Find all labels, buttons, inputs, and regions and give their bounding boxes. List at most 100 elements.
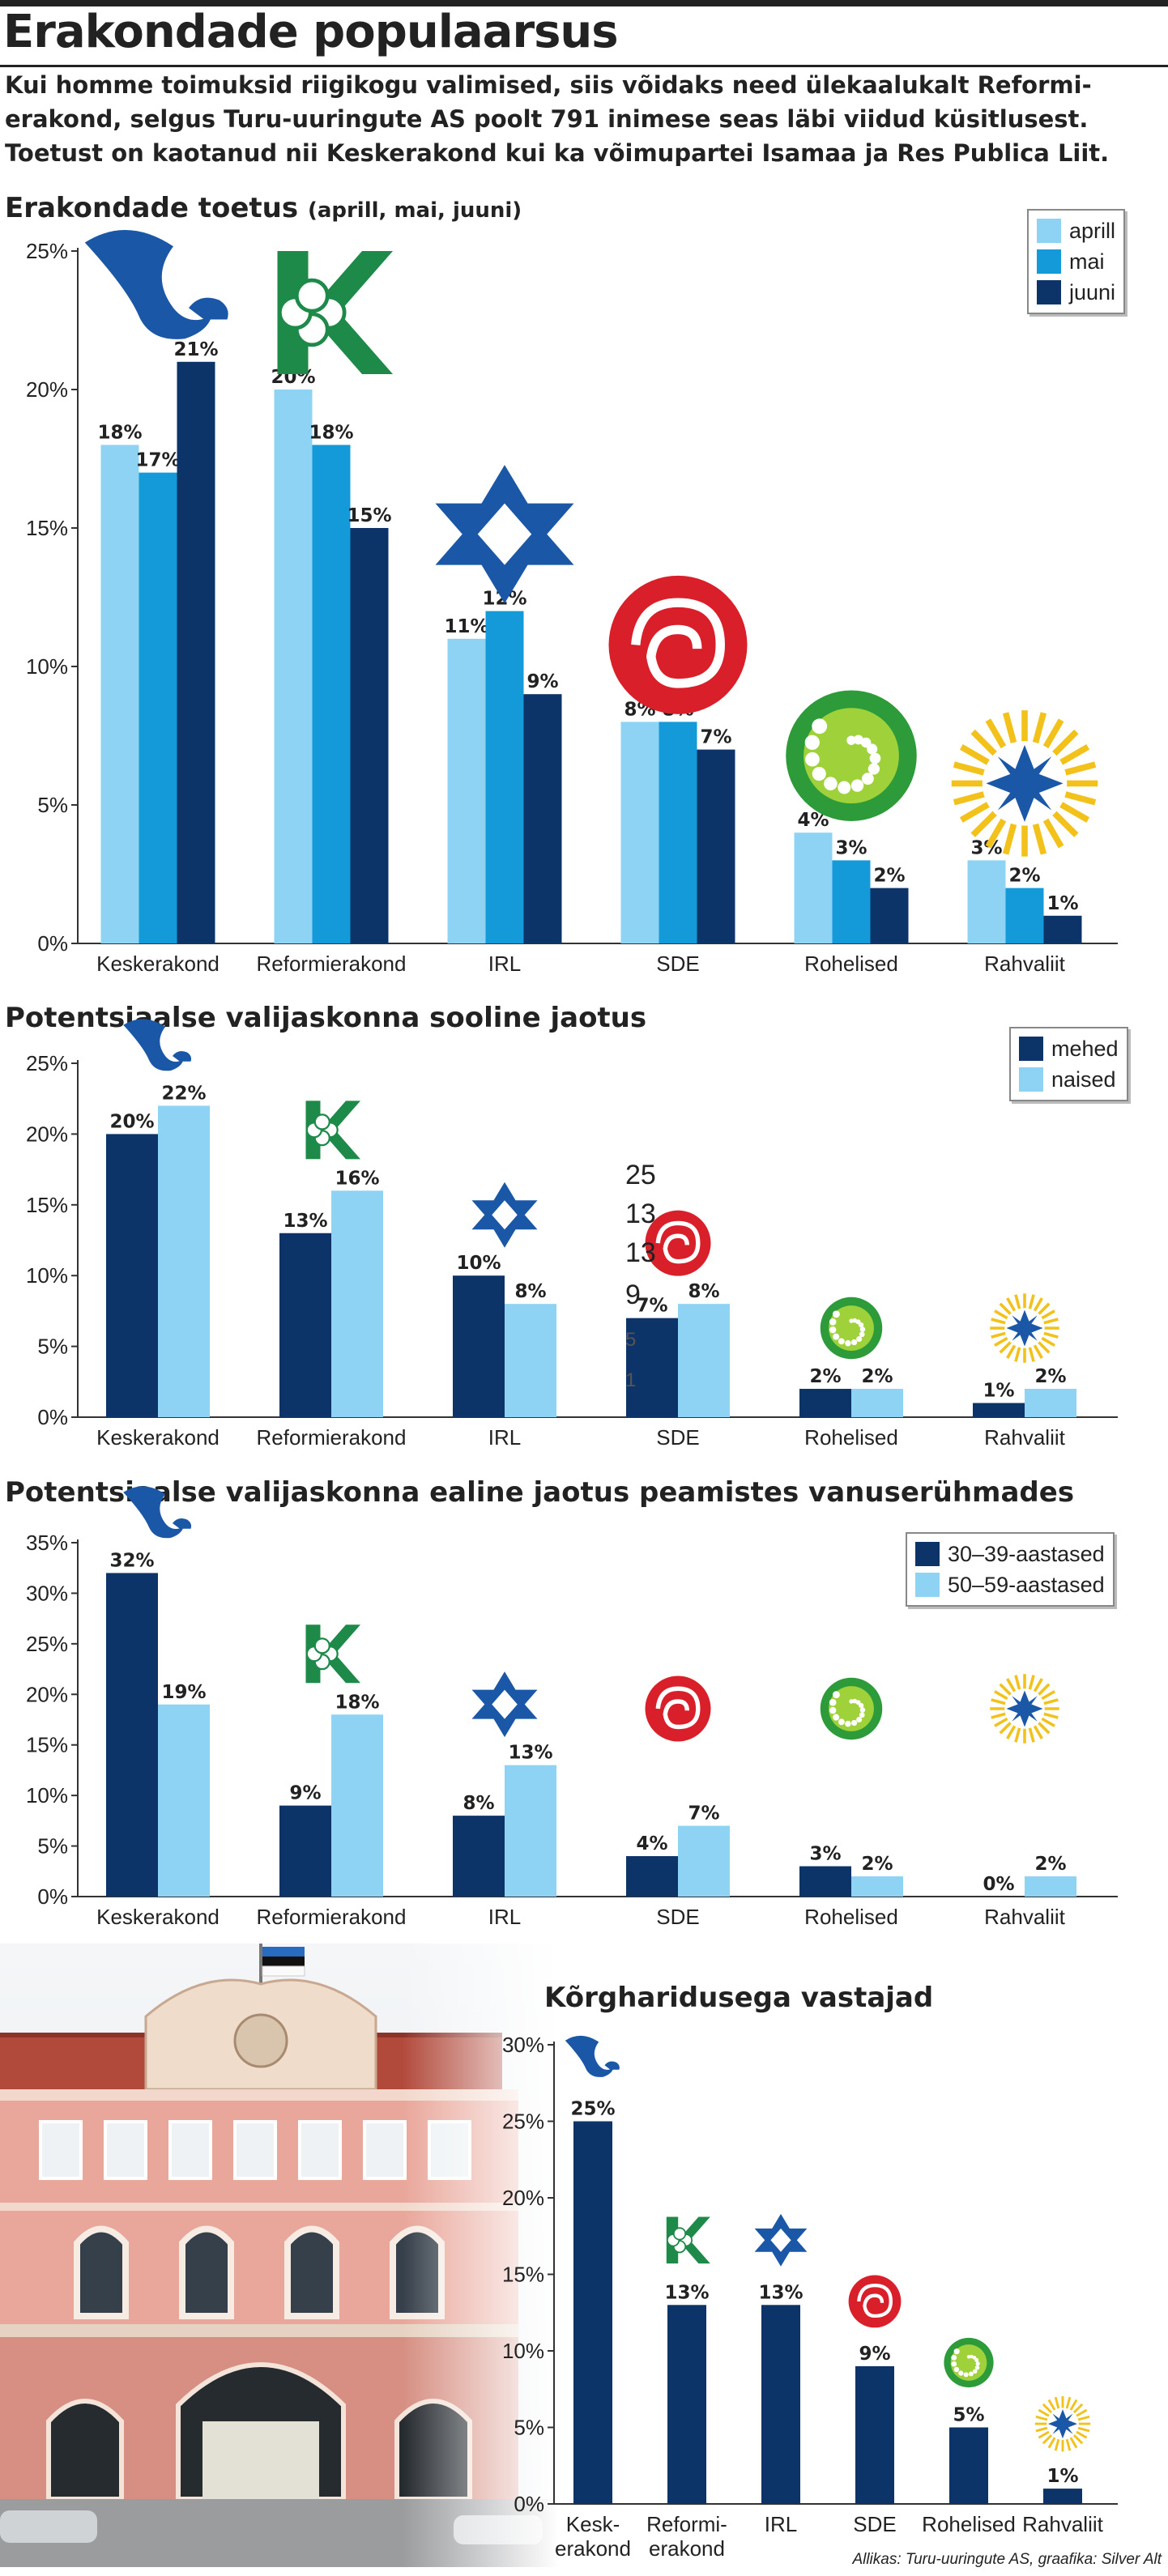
bar (573, 2121, 612, 2504)
squirrel-tail-shape (123, 1019, 184, 1071)
category-label: Keskerakond (96, 1905, 220, 1929)
rohelised-dot-shape (846, 735, 856, 745)
y-tick-label: 30% (502, 2033, 544, 2057)
rahvaliit-sun-logo-icon (990, 1293, 1059, 1363)
squirrel-tail-shape (123, 1486, 184, 1539)
category-label: SDE (656, 1905, 699, 1929)
rohelised-dot-shape (850, 779, 864, 792)
bar (851, 1389, 903, 1417)
bar (158, 1105, 210, 1417)
lede: Kui homme toimuksid riigikogu valimised,… (5, 68, 1163, 170)
y-tick-label: 10% (26, 1783, 68, 1807)
value-label: 7% (700, 727, 731, 748)
category-label: Rohelised (922, 2512, 1016, 2536)
value-label: 2% (1008, 866, 1040, 887)
legend-label: juuni (1069, 279, 1116, 304)
rohelised-dot-shape (958, 2370, 964, 2376)
value-label: 18% (97, 422, 142, 443)
sde-rose-logo-icon (848, 2275, 902, 2328)
chart3-legend: 30–39-aastased 50–59-aastased (906, 1532, 1115, 1607)
rohelised-dot-shape (812, 718, 828, 734)
legend-label: naised (1051, 1067, 1116, 1092)
rohelised-dot-shape (838, 1718, 845, 1726)
bar (678, 1304, 730, 1417)
bar (799, 1866, 851, 1897)
category-label: Reformierakond (257, 952, 407, 976)
rohelised-dot-shape (861, 773, 874, 786)
value-label: 21% (173, 339, 218, 360)
rohelised-dot-shape (829, 1706, 837, 1714)
bar (106, 1573, 158, 1897)
star-center-shape (477, 503, 532, 565)
y-tick-label: 5% (514, 2416, 544, 2440)
y-tick-label: 15% (502, 2263, 544, 2287)
category-label: Reformierakond (257, 1425, 407, 1450)
y-tick-label: 20% (26, 1682, 68, 1706)
bar (523, 694, 562, 943)
category-label: SDE (656, 952, 699, 976)
bar (678, 1825, 730, 1897)
y-tick-label: 25% (502, 2110, 544, 2134)
top-bar (0, 0, 1168, 6)
star-center-shape (492, 1689, 518, 1719)
bar (158, 1704, 210, 1897)
irl-star-logo-icon (471, 1182, 538, 1248)
y-tick-label: 5% (37, 1335, 68, 1359)
squirrel-tail-shape (84, 230, 212, 339)
bar (505, 1765, 556, 1897)
value-label: 22% (161, 1083, 206, 1104)
stray-label: 13 (625, 1237, 656, 1268)
value-label: 9% (526, 671, 558, 692)
legend-item: mehed (1019, 1033, 1119, 1064)
category-label: IRL (488, 1905, 521, 1929)
value-label: 17% (135, 450, 180, 471)
category-label: Rahvaliit (984, 1905, 1065, 1929)
value-label: 1% (1047, 893, 1078, 914)
rohelised-dot-shape (963, 2372, 969, 2378)
value-label: 2% (873, 866, 905, 887)
star-center-shape (492, 1200, 518, 1230)
reformierakond-clover-k-logo-icon (277, 251, 393, 374)
clover-leaf-shape (294, 278, 330, 313)
category-label: Rohelised (804, 1425, 898, 1450)
chart1-legend: aprill mai juuni (1027, 209, 1126, 314)
value-label: 8% (688, 1281, 719, 1302)
squirrel-head-shape (173, 1050, 192, 1062)
bar (331, 1714, 383, 1897)
legend-item: aprill (1037, 215, 1115, 246)
value-label: 16% (335, 1168, 379, 1189)
value-label: 3% (970, 837, 1002, 858)
bar (659, 722, 697, 943)
rohelised-dot-shape (859, 1331, 865, 1338)
rohelised-dot-shape (832, 1310, 840, 1318)
rohelised-circle-logo-icon (820, 1297, 883, 1360)
chart2-title: Potentsiaalse valijaskonna sooline jaotu… (5, 1002, 647, 1034)
value-label: 9% (859, 2344, 890, 2365)
rohelised-dot-shape (853, 734, 863, 745)
legend-swatch (1019, 1067, 1043, 1092)
y-tick-label: 25% (26, 239, 68, 263)
bar (799, 1389, 851, 1417)
lede-line: Toetust on kaotanud nii Keskerakond kui … (5, 139, 1110, 167)
value-label: 18% (309, 422, 353, 443)
bar (177, 361, 215, 943)
bar (447, 638, 486, 943)
bar (973, 1403, 1025, 1417)
rohelised-dot-shape (849, 1318, 854, 1323)
rohelised-dot-shape (838, 1338, 845, 1345)
legend-swatch (915, 1542, 940, 1566)
bar (453, 1816, 505, 1897)
legend-swatch (1037, 249, 1061, 274)
source-credit: Allikas: Turu-uuringute AS, graafika: Si… (852, 2551, 1162, 2568)
bar (279, 1805, 331, 1897)
bar (485, 611, 524, 943)
clover-leaf-shape (672, 2227, 687, 2241)
legend-swatch (1019, 1037, 1043, 1061)
parliament-building-illustration (0, 1944, 559, 2567)
rohelised-dot-shape (953, 2366, 960, 2373)
bar (967, 860, 1006, 943)
y-tick-label: 10% (502, 2339, 544, 2363)
rohelised-circle-logo-icon (820, 1677, 883, 1740)
reformierakond-clover-k-logo-icon (305, 1101, 360, 1160)
